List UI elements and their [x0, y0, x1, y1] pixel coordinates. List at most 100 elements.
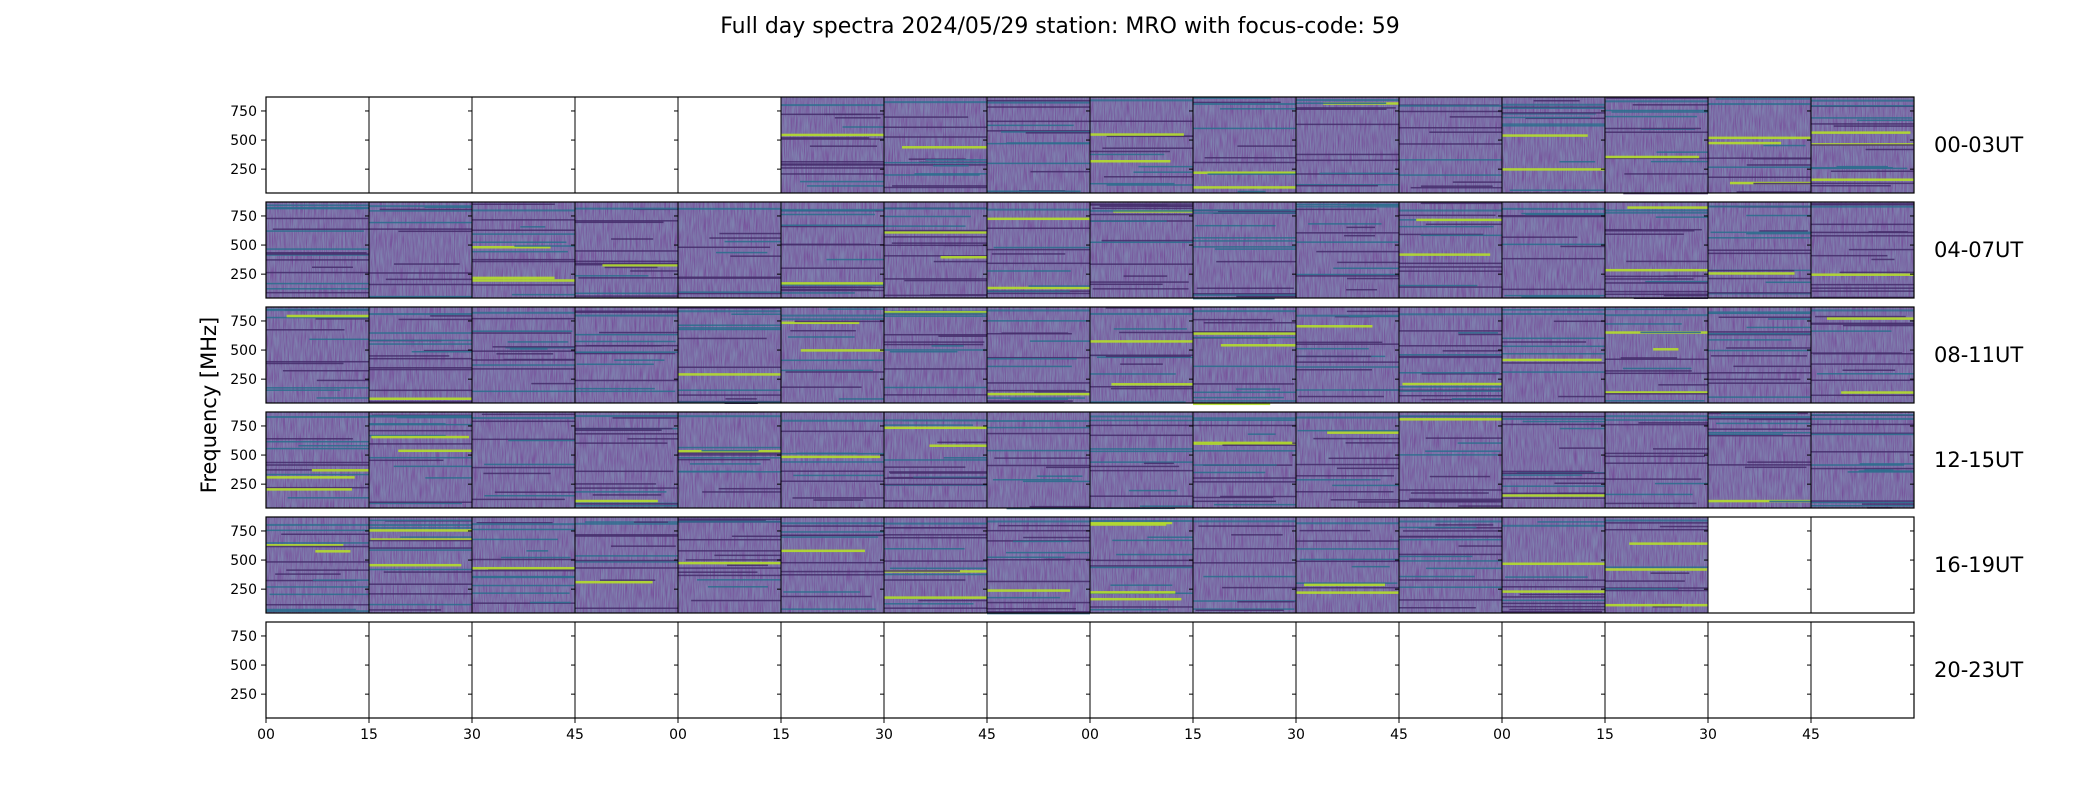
interference-line	[1296, 325, 1373, 328]
interference-line	[783, 591, 861, 593]
x-tick-label: 30	[875, 727, 893, 743]
interference-line	[714, 554, 781, 557]
interference-line	[1220, 495, 1296, 498]
interference-line	[1811, 144, 1914, 146]
spectrum-panel	[677, 411, 782, 509]
x-tick-label: 00	[1081, 727, 1099, 743]
spectrum-texture	[781, 97, 884, 193]
interference-line	[266, 464, 369, 466]
interference-line	[1112, 539, 1193, 542]
interference-line	[575, 580, 653, 584]
interference-line	[1308, 223, 1382, 225]
interference-line	[472, 558, 575, 561]
interference-line	[526, 550, 549, 552]
spectrum-texture	[369, 202, 472, 298]
interference-line	[507, 341, 569, 343]
interference-line	[266, 579, 357, 582]
interference-line	[1765, 281, 1811, 284]
interference-line	[781, 321, 860, 325]
interference-line	[1296, 361, 1399, 363]
interference-line	[1425, 223, 1502, 226]
interference-line	[1502, 478, 1605, 480]
interference-line	[1659, 525, 1708, 528]
interference-line	[1193, 237, 1296, 239]
interference-line	[520, 226, 546, 228]
upper-band	[1090, 209, 1193, 212]
spectrum-panel	[1810, 516, 1915, 614]
y-tick-label: 750	[230, 524, 257, 540]
interference-line	[813, 499, 863, 501]
spectrum-texture	[266, 307, 369, 403]
interference-line	[1346, 204, 1399, 206]
interference-line	[888, 471, 987, 473]
interference-line	[987, 286, 1090, 290]
spectrum-panel	[1398, 516, 1503, 614]
interference-line	[929, 444, 987, 447]
interference-line	[1399, 538, 1502, 541]
interference-line	[943, 244, 987, 247]
interference-line	[266, 486, 369, 489]
interference-line	[1296, 475, 1394, 477]
interference-line	[1296, 463, 1399, 466]
spectrum-texture	[266, 517, 369, 613]
interference-line	[790, 329, 856, 332]
interference-line	[991, 253, 1066, 255]
spectrum-panel	[368, 201, 473, 299]
spectrum-panel	[1810, 621, 1915, 719]
interference-line	[1399, 579, 1502, 581]
interference-line	[884, 278, 987, 280]
spectra-row: 250 500 750 00-03UT	[230, 96, 2023, 195]
interference-line	[1237, 600, 1295, 603]
interference-line	[884, 126, 987, 129]
interference-line	[627, 438, 678, 440]
interference-line	[781, 549, 865, 553]
interference-line	[266, 362, 344, 365]
interference-line	[987, 556, 1065, 559]
interference-line	[1193, 332, 1296, 335]
interference-line	[315, 550, 351, 553]
interference-line	[1332, 484, 1399, 487]
spectrum-panel	[368, 411, 473, 509]
interference-line	[1296, 540, 1399, 542]
spectra-row: 250 500 750 20-23UT	[230, 621, 2023, 719]
interference-line	[1708, 292, 1811, 295]
interference-line	[1138, 165, 1193, 168]
interference-line	[889, 472, 987, 474]
interference-line	[575, 390, 676, 393]
interference-line	[1005, 551, 1090, 554]
interference-line	[730, 255, 781, 257]
interference-line	[1030, 170, 1090, 173]
interference-line	[610, 545, 676, 547]
interference-line	[369, 295, 472, 298]
interference-line	[311, 469, 369, 472]
spectrum-panel	[883, 201, 988, 299]
interference-line	[1811, 500, 1914, 502]
interference-line	[1559, 427, 1605, 430]
interference-line	[884, 548, 965, 550]
interference-line	[370, 538, 472, 541]
interference-line	[1010, 398, 1068, 400]
interference-line	[1222, 586, 1296, 589]
interference-line	[781, 161, 884, 163]
interference-line	[1708, 431, 1811, 434]
interference-line	[1028, 285, 1090, 287]
interference-line	[1090, 597, 1182, 601]
interference-line	[1090, 133, 1184, 136]
interference-line	[678, 446, 781, 449]
panel-frame	[265, 96, 370, 194]
interference-line	[1502, 596, 1605, 598]
interference-line	[1811, 203, 1914, 205]
interference-line	[987, 596, 1061, 599]
spectrum-panel	[986, 411, 1091, 510]
spectrum-panel	[1707, 516, 1812, 614]
interference-line	[884, 255, 987, 257]
spectrum-texture	[1605, 97, 1708, 193]
interference-line	[1333, 267, 1399, 270]
interference-line	[1605, 587, 1708, 589]
panel-frame	[1501, 621, 1606, 719]
interference-line	[575, 470, 674, 473]
interference-line	[1296, 108, 1387, 110]
interference-line	[472, 584, 575, 587]
interference-line	[1090, 465, 1180, 468]
interference-line	[1816, 373, 1914, 375]
